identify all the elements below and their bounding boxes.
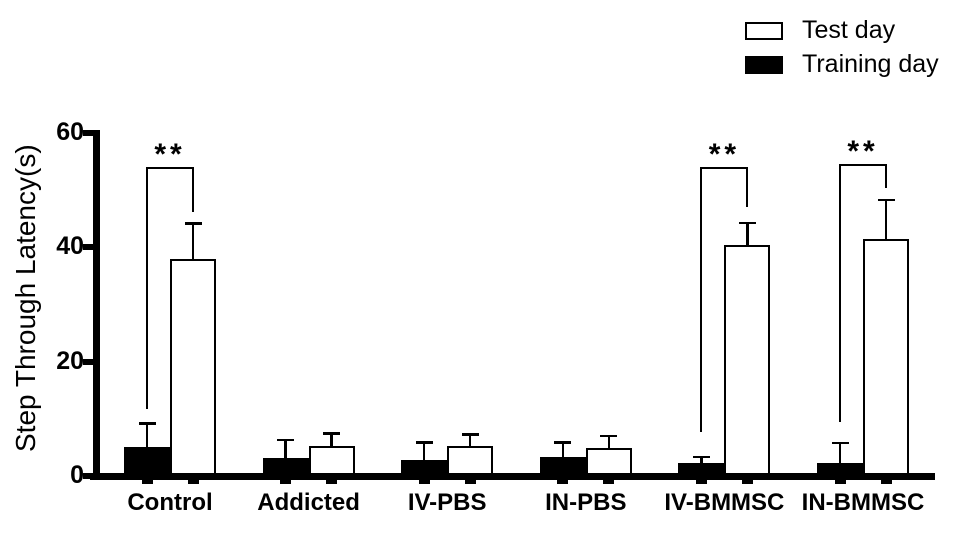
y-tick: [83, 244, 93, 251]
category-label: Addicted: [257, 489, 360, 516]
bar-test-day: [170, 258, 216, 479]
significance-stars: **: [847, 134, 879, 168]
significance-stars: **: [154, 137, 186, 171]
y-axis-line: [93, 129, 100, 480]
x-tick: [187, 479, 199, 484]
x-tick: [326, 479, 338, 484]
x-axis-line: [90, 473, 935, 480]
error-bar-cap: [600, 434, 618, 438]
legend-item-training-day: Training day: [745, 50, 939, 78]
x-tick: [464, 479, 476, 484]
error-bar-cap: [461, 433, 479, 436]
x-tick: [834, 479, 846, 484]
legend: Test day Training day: [745, 16, 939, 89]
significance-bracket-left: [146, 166, 148, 410]
y-tick-label: 40: [56, 232, 84, 261]
significance-bracket-left: [839, 163, 841, 423]
error-bar-line: [746, 222, 749, 247]
test-day-swatch-icon: [745, 21, 783, 40]
error-bar-line: [561, 442, 565, 460]
category-label: IN-BMMSC: [801, 489, 925, 516]
error-bar-cap: [738, 221, 756, 225]
x-tick: [280, 479, 292, 484]
error-bar-line: [468, 434, 472, 449]
category-label: IV-PBS: [407, 489, 487, 516]
error-bar-cap: [692, 455, 710, 459]
error-bar-cap: [323, 432, 341, 435]
y-tick-label: 0: [70, 461, 84, 489]
legend-label-training-day: Training day: [802, 50, 939, 78]
x-tick: [880, 479, 892, 484]
error-bar-line: [284, 439, 287, 461]
legend-label-test-day: Test day: [802, 16, 896, 44]
bar-test-day: [863, 238, 909, 479]
error-bar-cap: [277, 438, 295, 442]
significance-bracket-right: [192, 166, 194, 212]
error-bar-line: [330, 433, 333, 448]
error-bar-line: [145, 423, 149, 450]
error-bar-cap: [138, 422, 156, 425]
error-bar-line: [700, 456, 703, 465]
y-tick: [83, 473, 93, 479]
error-bar-line: [884, 199, 888, 241]
x-tick: [741, 479, 753, 484]
error-bar-cap: [877, 198, 895, 202]
y-tick: [83, 129, 93, 136]
legend-item-test-day: Test day: [745, 16, 939, 44]
x-tick: [603, 479, 615, 484]
error-bar-line: [838, 442, 842, 465]
significance-stars: **: [708, 137, 741, 171]
error-bar-line: [191, 223, 195, 261]
y-tick: [83, 358, 93, 365]
significance-bracket-top: [839, 163, 887, 166]
significance-bracket-left: [700, 166, 703, 432]
category-label: IV-BMMSC: [664, 489, 785, 516]
y-tick-label: 20: [56, 346, 84, 375]
error-bar-cap: [415, 441, 433, 444]
error-bar-cap: [554, 441, 572, 444]
significance-bracket-top: [146, 166, 194, 169]
y-tick-label: 60: [56, 117, 84, 146]
category-label: Control: [127, 489, 213, 516]
bar-test-day: [724, 244, 771, 479]
error-bar-line: [422, 442, 426, 462]
x-tick: [418, 479, 430, 484]
significance-bracket-top: [700, 166, 749, 169]
x-tick: [141, 479, 153, 484]
category-label: IN-PBS: [545, 489, 627, 516]
x-tick: [557, 479, 569, 484]
x-tick: [695, 479, 707, 484]
training-day-swatch-icon: [745, 55, 783, 74]
error-bar-cap: [184, 222, 202, 225]
significance-bracket-right: [746, 166, 749, 208]
significance-bracket-right: [885, 163, 887, 189]
error-bar-line: [607, 435, 611, 450]
error-bar-cap: [831, 441, 849, 445]
